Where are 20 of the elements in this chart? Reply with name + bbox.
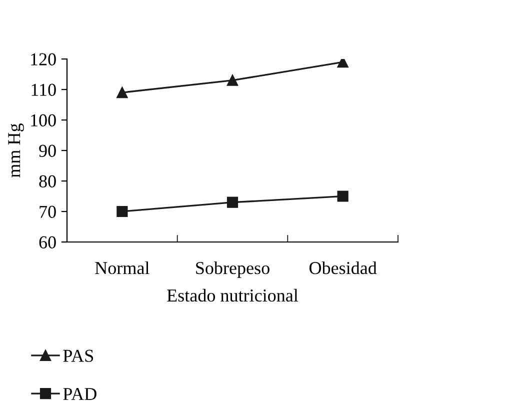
y-tick-label: 120: [31, 53, 56, 66]
y-axis-title: mm Hg: [8, 124, 24, 178]
point: [337, 190, 348, 202]
x-tick-label: Normal: [95, 261, 150, 274]
legend-label: PAD: [63, 388, 96, 400]
x-tick-label: Sobrepeso: [196, 261, 270, 278]
point: [116, 206, 128, 218]
x-tick-label: Obesidad: [309, 261, 377, 274]
y-tick-label: 60: [39, 236, 56, 248]
y-tick-label: 70: [40, 206, 56, 218]
point: [337, 59, 348, 68]
y-tick-label: 100: [31, 114, 56, 126]
y-tick-label: 110: [32, 84, 56, 96]
y-tick-label: 90: [39, 144, 56, 157]
x-axis-title: Estado nutricional: [167, 288, 298, 302]
point: [226, 196, 238, 208]
legend-label: PAS: [63, 350, 94, 362]
point: [226, 74, 238, 86]
point: [116, 86, 128, 98]
y-tick-label: 80: [39, 175, 56, 188]
